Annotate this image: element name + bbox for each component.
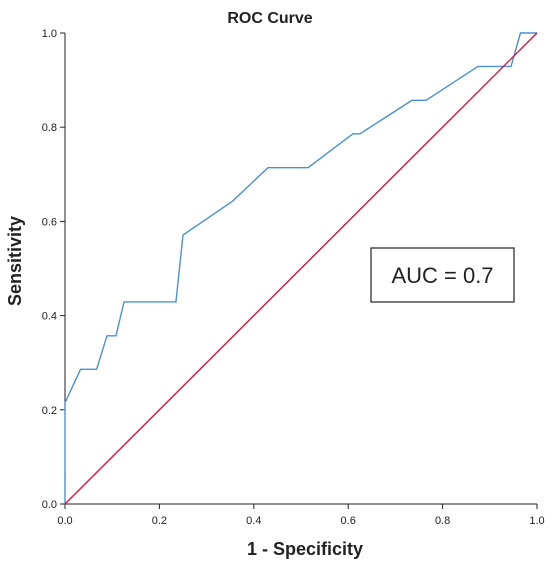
x-tick-label: 0.0 [57,515,72,527]
roc-curve-line [64,32,537,504]
x-tick-label: 0.2 [152,515,167,527]
x-axis-label: 1 - Specificity [247,539,363,559]
tick-labels: 0.0 0.2 0.4 0.6 0.8 1.0 0.0 0.2 0.4 0.6 0.8 1.0 [42,28,545,527]
auc-box [370,247,515,303]
x-tick-label: 0.6 [341,515,356,527]
x-tick-label: 0.4 [246,515,261,527]
y-tick-label: 0.2 [42,405,57,417]
auc-label: AUC = 0.7 [391,263,493,288]
y-tick-label: 0.8 [42,122,57,134]
reference-diagonal-line [64,32,538,505]
series-lines [64,32,538,505]
y-tick-label: 1.0 [42,28,57,40]
chart-title: ROC Curve [227,10,312,27]
y-tick-label: 0.6 [42,216,57,228]
auc-annotation: AUC = 0.7 [370,247,515,303]
y-tick-label: 0.0 [42,499,57,511]
x-tick-label: 1.0 [529,515,544,527]
y-tick-label: 0.4 [42,311,57,323]
x-tick-label: 0.8 [435,515,450,527]
y-axis-label: Sensitivity [5,216,25,306]
